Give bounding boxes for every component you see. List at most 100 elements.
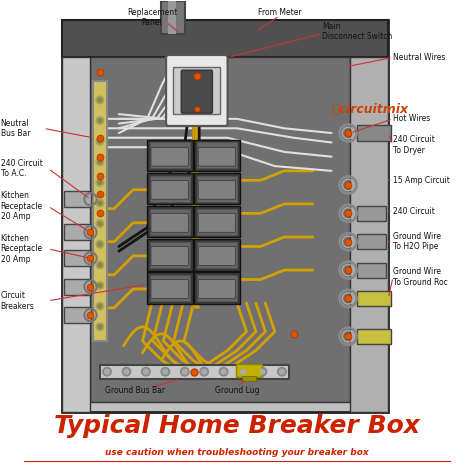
FancyBboxPatch shape	[357, 126, 391, 141]
FancyBboxPatch shape	[166, 55, 228, 126]
FancyBboxPatch shape	[197, 242, 237, 268]
Circle shape	[98, 325, 102, 328]
FancyBboxPatch shape	[151, 181, 188, 199]
FancyBboxPatch shape	[147, 272, 192, 304]
Circle shape	[96, 302, 104, 310]
FancyBboxPatch shape	[62, 19, 388, 57]
Circle shape	[122, 367, 131, 376]
Circle shape	[98, 139, 102, 143]
Text: use caution when troubleshooting your breaker box: use caution when troubleshooting your br…	[105, 447, 369, 456]
FancyBboxPatch shape	[150, 175, 190, 201]
Circle shape	[181, 367, 189, 376]
FancyBboxPatch shape	[62, 19, 388, 412]
Circle shape	[98, 263, 102, 267]
Circle shape	[280, 369, 284, 374]
Text: Neutral Wires: Neutral Wires	[393, 53, 446, 62]
FancyBboxPatch shape	[64, 191, 91, 207]
FancyBboxPatch shape	[357, 206, 386, 221]
FancyBboxPatch shape	[151, 213, 188, 232]
Circle shape	[200, 367, 209, 376]
Circle shape	[98, 283, 102, 287]
Text: 15 Amp Circuit: 15 Amp Circuit	[393, 176, 450, 185]
Circle shape	[98, 201, 102, 205]
Circle shape	[98, 222, 102, 226]
Text: Kitchen
Receptacle
20 Amp: Kitchen Receptacle 20 Amp	[0, 191, 43, 221]
FancyBboxPatch shape	[194, 206, 240, 237]
Text: Replacement
Panel: Replacement Panel	[127, 8, 177, 27]
Circle shape	[260, 369, 265, 374]
FancyBboxPatch shape	[357, 291, 391, 306]
Text: From Meter: From Meter	[258, 8, 301, 17]
FancyBboxPatch shape	[193, 124, 199, 308]
FancyBboxPatch shape	[64, 279, 91, 295]
FancyBboxPatch shape	[197, 175, 237, 201]
Circle shape	[278, 367, 286, 376]
FancyBboxPatch shape	[91, 57, 350, 402]
Circle shape	[103, 367, 111, 376]
Circle shape	[98, 181, 102, 184]
Circle shape	[96, 117, 104, 124]
FancyBboxPatch shape	[236, 364, 262, 377]
Text: Hot Wires: Hot Wires	[393, 114, 430, 123]
Circle shape	[105, 369, 109, 374]
Circle shape	[96, 240, 104, 248]
Circle shape	[144, 369, 148, 374]
Circle shape	[96, 261, 104, 269]
FancyBboxPatch shape	[173, 67, 220, 114]
Circle shape	[96, 96, 104, 104]
Circle shape	[142, 367, 150, 376]
Circle shape	[96, 282, 104, 289]
FancyBboxPatch shape	[198, 280, 236, 299]
Circle shape	[202, 369, 207, 374]
FancyBboxPatch shape	[150, 143, 190, 168]
FancyBboxPatch shape	[151, 280, 188, 299]
Text: 240 Circuit: 240 Circuit	[393, 207, 435, 216]
FancyBboxPatch shape	[64, 307, 91, 323]
Circle shape	[219, 367, 228, 376]
FancyBboxPatch shape	[151, 246, 188, 265]
FancyBboxPatch shape	[93, 81, 107, 341]
Circle shape	[161, 367, 170, 376]
FancyBboxPatch shape	[64, 224, 91, 240]
FancyBboxPatch shape	[198, 147, 236, 166]
FancyBboxPatch shape	[147, 206, 192, 237]
Text: Ground Lug: Ground Lug	[215, 386, 259, 395]
FancyBboxPatch shape	[194, 140, 240, 171]
Text: Ground Wire
To Ground Roc: Ground Wire To Ground Roc	[393, 267, 448, 287]
FancyBboxPatch shape	[197, 143, 237, 168]
FancyBboxPatch shape	[197, 209, 237, 235]
FancyBboxPatch shape	[242, 376, 256, 381]
Circle shape	[98, 242, 102, 246]
Circle shape	[98, 98, 102, 102]
FancyBboxPatch shape	[198, 246, 236, 265]
Circle shape	[96, 323, 104, 330]
Text: Ground Bus Bar: Ground Bus Bar	[105, 386, 165, 395]
FancyBboxPatch shape	[198, 213, 236, 232]
Circle shape	[241, 369, 246, 374]
Circle shape	[96, 199, 104, 207]
FancyBboxPatch shape	[64, 250, 91, 266]
FancyBboxPatch shape	[194, 239, 240, 271]
Circle shape	[163, 369, 168, 374]
FancyBboxPatch shape	[150, 209, 190, 235]
Circle shape	[182, 369, 187, 374]
FancyBboxPatch shape	[161, 0, 185, 34]
Circle shape	[96, 158, 104, 165]
Text: Main
Disconnect Switch: Main Disconnect Switch	[322, 22, 392, 41]
FancyBboxPatch shape	[192, 124, 198, 308]
FancyBboxPatch shape	[194, 173, 240, 204]
FancyBboxPatch shape	[357, 263, 386, 278]
FancyBboxPatch shape	[357, 328, 391, 344]
Text: 240 Circuit
To Dryer: 240 Circuit To Dryer	[393, 135, 435, 155]
Circle shape	[96, 220, 104, 228]
FancyBboxPatch shape	[150, 275, 190, 301]
Circle shape	[98, 304, 102, 308]
Circle shape	[258, 367, 267, 376]
Circle shape	[221, 369, 226, 374]
FancyBboxPatch shape	[62, 57, 91, 412]
FancyBboxPatch shape	[181, 70, 212, 113]
FancyBboxPatch shape	[197, 275, 237, 301]
FancyBboxPatch shape	[147, 140, 192, 171]
FancyBboxPatch shape	[194, 272, 240, 304]
Text: Kitchen
Receptacle
20 Amp: Kitchen Receptacle 20 Amp	[0, 234, 43, 264]
